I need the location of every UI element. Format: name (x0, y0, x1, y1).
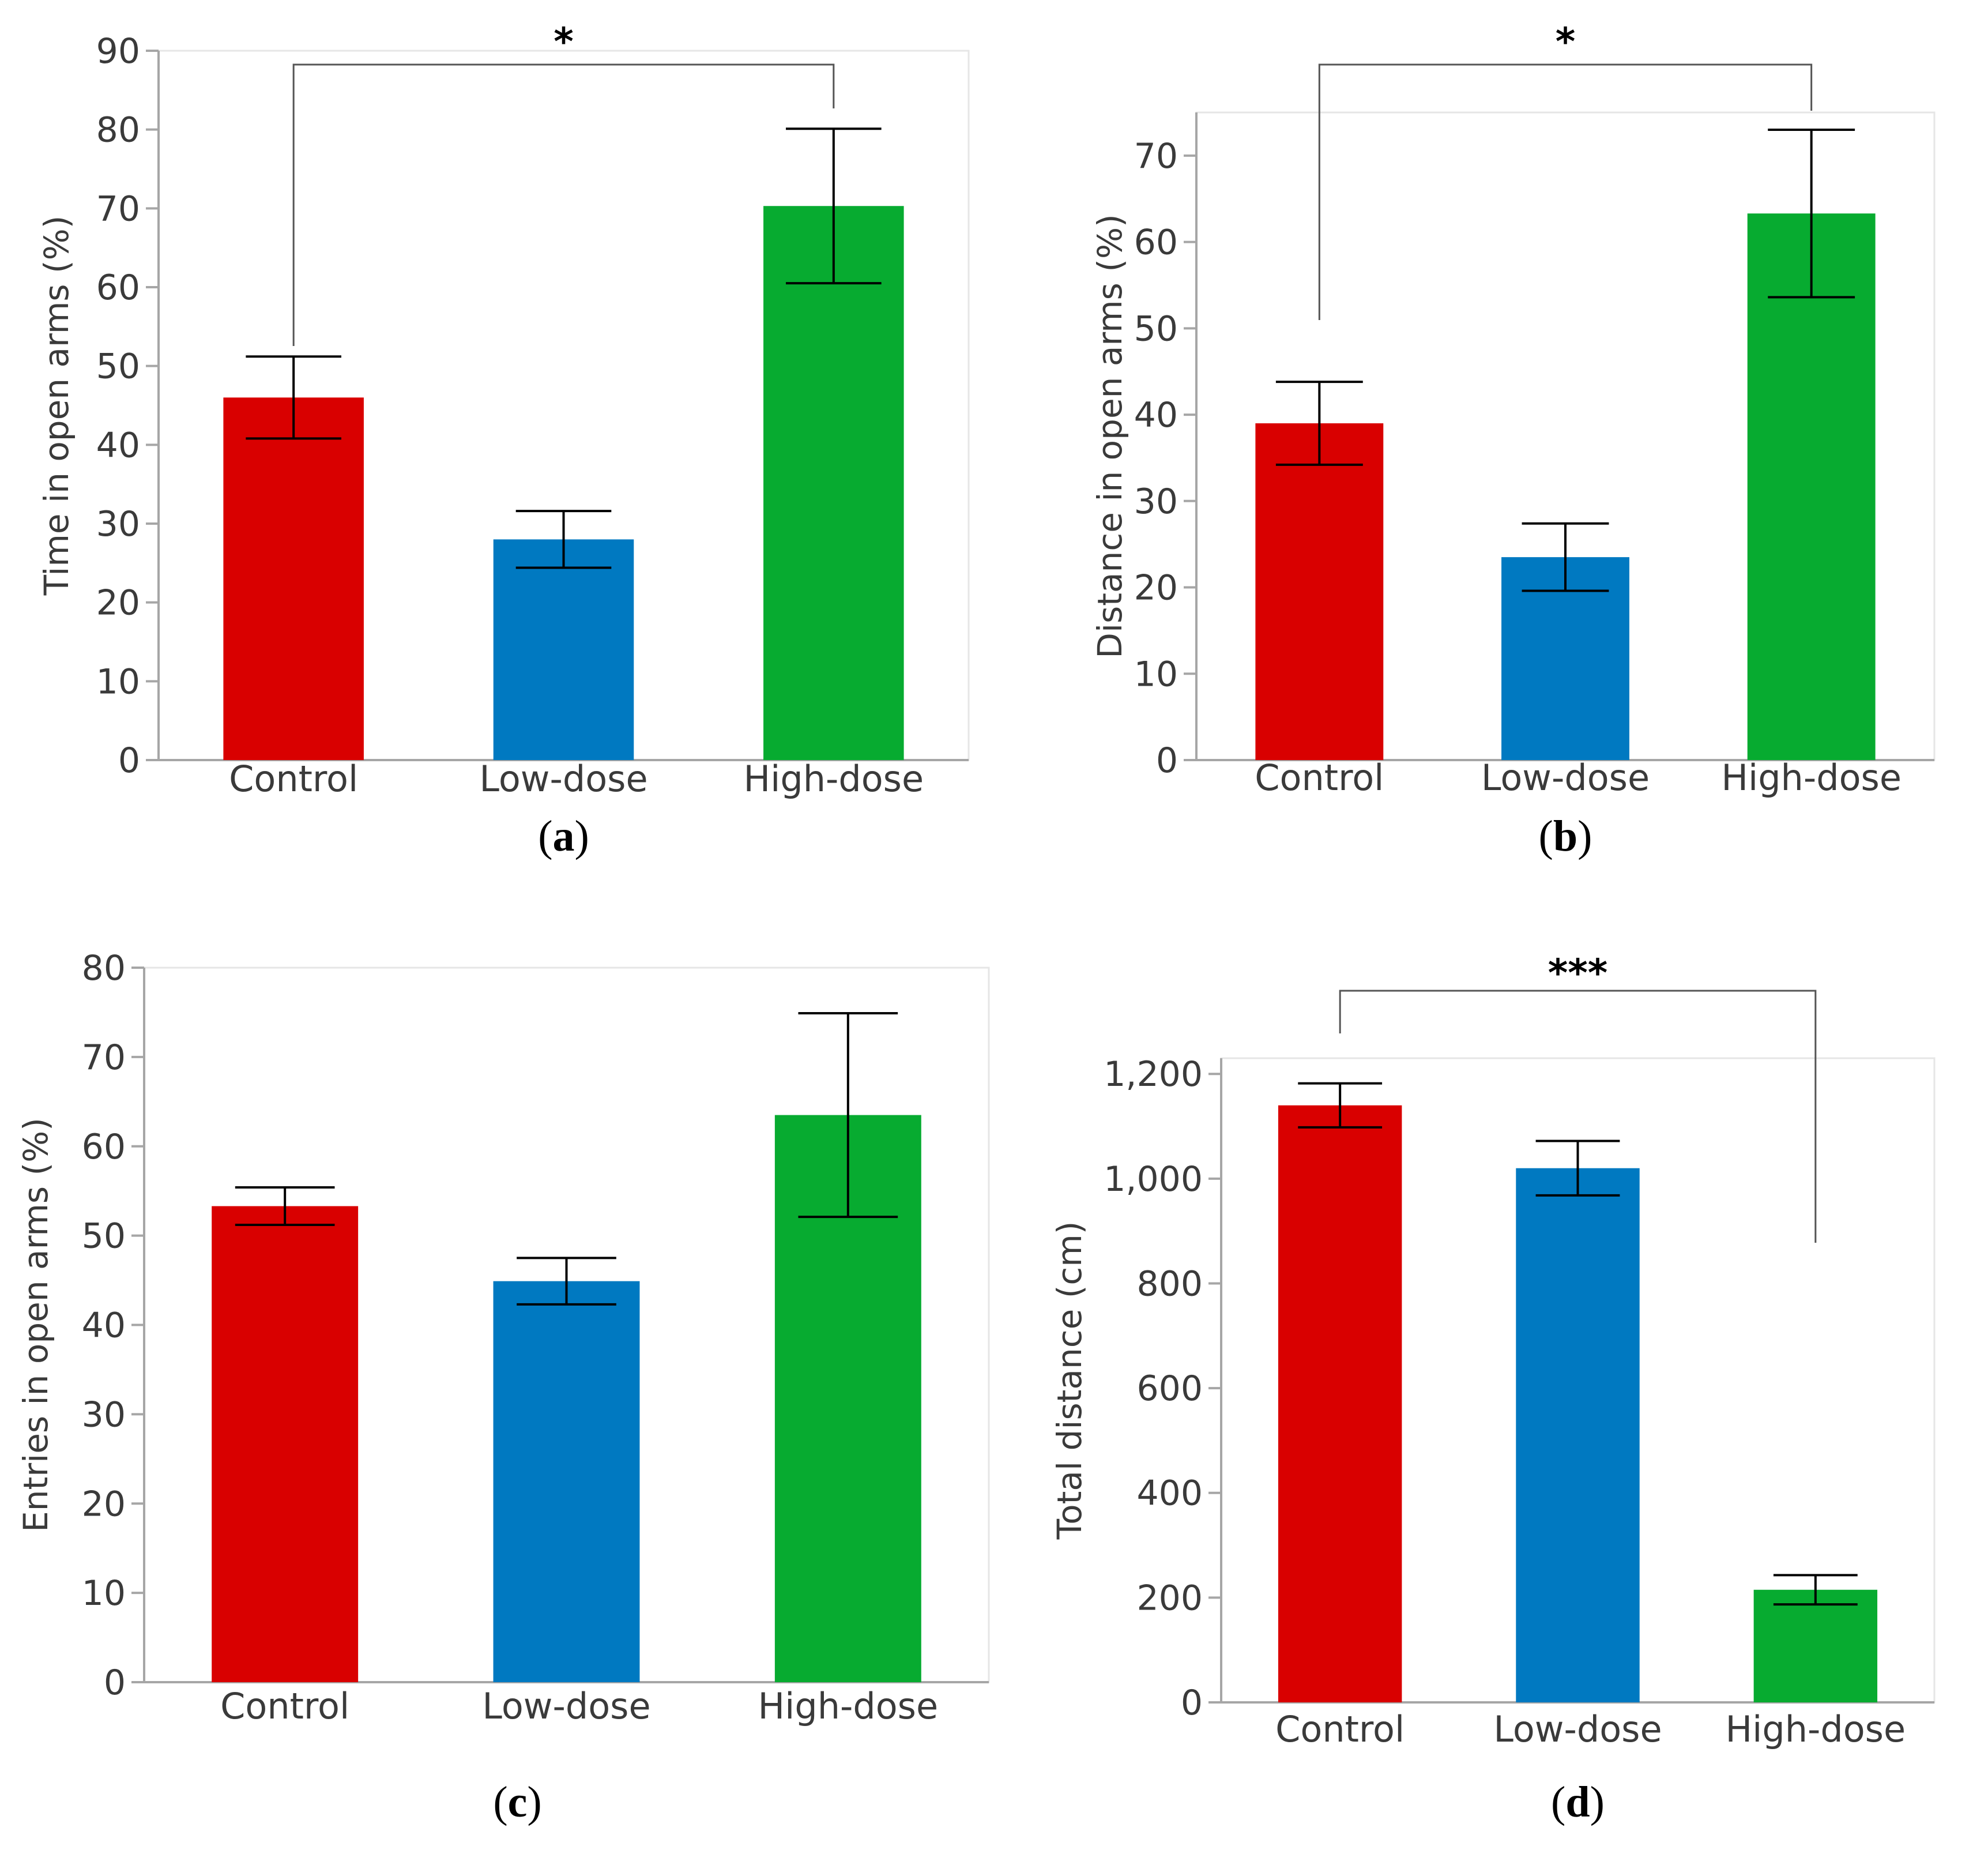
category-label: Low-dose (482, 1685, 650, 1727)
category-label: High-dose (744, 758, 924, 800)
y-tick-label: 60 (96, 268, 140, 308)
y-tick-label: 30 (82, 1394, 126, 1435)
y-tick-label: 70 (1134, 136, 1178, 176)
y-tick-label: 400 (1136, 1473, 1203, 1514)
y-tick-label: 70 (96, 189, 140, 229)
significance-marker: * (1556, 20, 1576, 64)
y-tick-label: 40 (1134, 395, 1178, 435)
y-tick-label: 90 (96, 31, 140, 72)
y-tick-label: 60 (1134, 223, 1178, 263)
panel-label: (d) (1551, 1778, 1605, 1826)
bar-control (223, 397, 364, 760)
y-tick-label: 40 (96, 425, 140, 465)
y-tick-label: 50 (82, 1216, 126, 1257)
y-tick-label: 60 (82, 1127, 126, 1167)
y-tick-label: 0 (104, 1663, 126, 1703)
y-axis-title: Total distance (cm) (1050, 1221, 1089, 1540)
panel-label: (b) (1539, 812, 1592, 860)
category-label: Low-dose (1493, 1708, 1662, 1750)
y-axis-title: Distance in open arms (%) (1090, 214, 1129, 658)
panel-label: (a) (538, 812, 589, 860)
chart-panel-c: 0 10 20 30 40 50 60 70 80 Entries in open arms (%… (16, 948, 990, 1826)
y-tick-label: 70 (82, 1037, 126, 1078)
bar-high-dose (1753, 1589, 1878, 1702)
significance-marker: * (554, 20, 574, 64)
y-tick-label: 40 (82, 1306, 126, 1346)
y-axis-title: Time in open arms (%) (37, 216, 76, 596)
category-label: High-dose (758, 1685, 939, 1727)
category-label: Low-dose (479, 758, 647, 800)
bar-control (1255, 423, 1384, 760)
y-tick-label: 0 (1181, 1683, 1203, 1723)
bar-control (212, 1206, 359, 1682)
category-label: Control (1255, 757, 1384, 799)
bar-low-dose (493, 539, 634, 760)
bar-high-dose (1747, 213, 1876, 760)
y-tick-label: 80 (96, 110, 140, 151)
chart-panel-a: 0 10 20 30 40 50 60 70 80 90 Time in open arms (%)… (37, 20, 970, 860)
y-tick-label: 200 (1136, 1578, 1203, 1618)
y-tick-label: 1,000 (1104, 1159, 1203, 1200)
significance-bracket (1318, 63, 1813, 320)
y-tick-label: 0 (1156, 740, 1178, 781)
panel-label: (c) (493, 1778, 541, 1826)
category-label: High-dose (1721, 757, 1902, 799)
y-tick-label: 30 (96, 504, 140, 544)
significance-bracket (1339, 990, 1817, 1243)
significance-bracket (292, 63, 835, 346)
category-label: Control (220, 1685, 349, 1727)
bar-high-dose (763, 206, 904, 760)
chart-panel-d: 0 200 400 600 800 1,000 1,200 Total distance (c… (1050, 951, 1936, 1826)
y-tick-label: 80 (82, 948, 126, 988)
y-tick-label: 20 (1134, 568, 1178, 608)
category-label: Control (229, 758, 358, 800)
y-tick-label: 0 (118, 740, 140, 781)
y-tick-label: 20 (96, 583, 140, 623)
category-label: Low-dose (1481, 757, 1650, 799)
bar-control (1278, 1105, 1402, 1702)
y-tick-label: 50 (1134, 309, 1178, 349)
y-tick-label: 30 (1134, 482, 1178, 522)
bar-low-dose (1516, 1168, 1640, 1702)
significance-marker: *** (1548, 951, 1608, 995)
y-tick-label: 10 (1134, 654, 1178, 694)
y-tick-label: 1,200 (1104, 1054, 1203, 1095)
y-tick-label: 20 (82, 1484, 126, 1524)
y-axis-title: Entries in open arms (%) (16, 1118, 55, 1532)
y-tick-label: 10 (82, 1573, 126, 1614)
y-tick-label: 800 (1136, 1264, 1203, 1304)
category-label: Control (1275, 1708, 1405, 1750)
category-label: High-dose (1726, 1708, 1906, 1750)
y-tick-label: 600 (1136, 1368, 1203, 1409)
y-tick-label: 10 (96, 661, 140, 702)
bar-low-dose (493, 1281, 640, 1682)
y-tick-label: 50 (96, 347, 140, 387)
